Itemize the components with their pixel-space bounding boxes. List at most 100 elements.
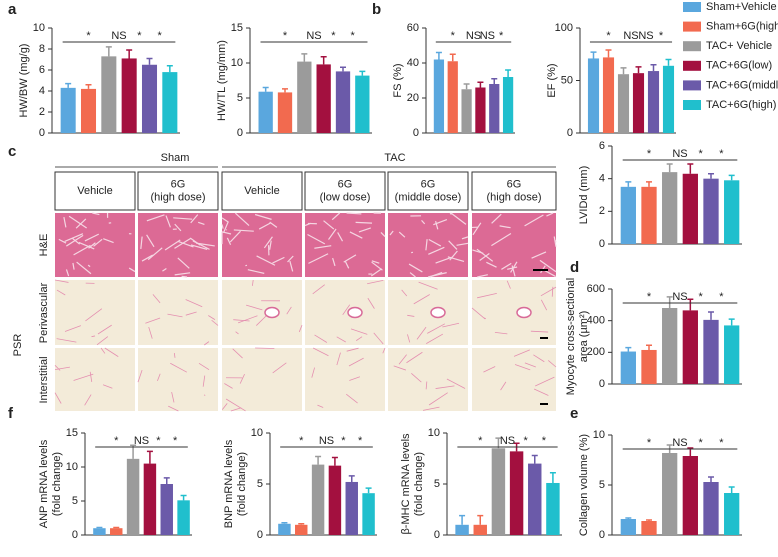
error-bar: [728, 174, 735, 181]
histology-background: [138, 280, 218, 345]
error-bar: [105, 46, 112, 57]
panel-label: e: [570, 405, 578, 422]
tissue-texture: [477, 292, 497, 299]
tissue-texture: [54, 392, 62, 404]
bar: [277, 92, 293, 133]
tissue-texture: [185, 299, 203, 308]
bar: [475, 87, 486, 133]
bar: [355, 75, 370, 133]
y-tick-label: 2: [39, 106, 45, 118]
tissue-texture: [65, 269, 70, 277]
panel-label: f: [8, 405, 14, 422]
tissue-texture: [337, 232, 344, 242]
bar: [632, 73, 645, 133]
tissue-texture: [510, 261, 518, 273]
error-bar: [146, 57, 153, 65]
error-bar: [665, 58, 672, 66]
significance-label: *: [699, 437, 704, 449]
error-bar: [166, 65, 173, 73]
tissue-texture: [389, 230, 394, 236]
tissue-texture: [355, 221, 373, 224]
bar: [121, 58, 137, 134]
histology-image: [304, 212, 386, 277]
error-bar: [666, 163, 673, 173]
tissue-texture: [540, 286, 557, 297]
tissue-texture: [448, 240, 458, 250]
column-header: Vehicle: [77, 185, 112, 197]
bar: [433, 59, 445, 133]
significance-label: *: [156, 435, 161, 447]
tissue-texture: [533, 388, 549, 396]
tissue-texture: [435, 220, 439, 230]
tissue-texture: [146, 234, 155, 248]
y-tick-label: 600: [587, 283, 605, 295]
tissue-texture: [483, 366, 496, 373]
tissue-texture: [198, 362, 210, 371]
tissue-texture: [500, 381, 507, 391]
tissue-texture: [229, 230, 241, 243]
tissue-texture: [72, 262, 75, 270]
tissue-texture: [539, 259, 557, 273]
y-axis-label: FS (%): [392, 63, 404, 97]
tissue-texture: [491, 232, 512, 247]
tissue-texture: [174, 272, 191, 276]
tissue-texture: [416, 326, 427, 340]
bar: [528, 463, 542, 535]
group-label: Sham: [161, 152, 190, 164]
error-bar: [605, 49, 612, 58]
column-header: (middle dose): [395, 191, 462, 203]
histology-background: [305, 213, 385, 277]
tissue-texture: [221, 217, 229, 223]
bar: [160, 484, 173, 535]
bar: [662, 172, 678, 244]
y-tick-label: 0: [599, 529, 605, 541]
tissue-texture: [370, 268, 383, 277]
tissue-texture: [190, 244, 208, 250]
significance-label: NS: [306, 30, 321, 42]
tissue-texture: [382, 347, 386, 354]
tissue-texture: [401, 289, 408, 297]
histology-background: [55, 280, 135, 345]
error-bar: [708, 173, 714, 179]
column-header-box: [137, 171, 219, 211]
tissue-texture: [237, 315, 258, 324]
y-tick-label: 5: [434, 478, 440, 490]
y-tick-label: 0: [599, 378, 605, 390]
y-tick-label: 0: [434, 529, 440, 541]
bar: [682, 310, 698, 384]
column-header: 6G: [338, 178, 353, 190]
tissue-texture: [73, 244, 91, 256]
histology-image: [221, 347, 302, 412]
y-tick-label: 50: [561, 74, 573, 86]
tissue-texture: [346, 393, 358, 404]
tissue-texture: [514, 364, 531, 371]
histology-background: [222, 280, 302, 345]
column-header: (low dose): [320, 191, 371, 203]
tissue-texture: [409, 272, 416, 278]
bar: [80, 88, 97, 133]
tissue-texture: [71, 237, 81, 245]
error-bar: [625, 346, 632, 352]
tissue-texture: [356, 336, 363, 341]
tissue-texture: [165, 215, 171, 228]
tissue-texture: [221, 403, 228, 410]
significance-label: *: [358, 435, 363, 447]
bar: [491, 448, 506, 535]
tissue-texture: [426, 333, 444, 345]
error-bar: [113, 526, 120, 529]
significance-label: *: [606, 30, 611, 42]
tissue-texture: [235, 331, 239, 335]
tissue-texture: [174, 238, 191, 249]
tissue-texture: [428, 392, 448, 406]
significance-label: NS: [638, 30, 653, 42]
tissue-texture: [304, 222, 311, 227]
bar: [662, 65, 675, 133]
histology-background: [222, 348, 302, 411]
tissue-texture: [312, 284, 325, 295]
y-tick-label: 15: [66, 427, 78, 439]
vessel: [516, 306, 532, 319]
significance-label: *: [173, 435, 178, 447]
bar: [662, 453, 678, 535]
y-tick-label: 2: [599, 205, 605, 217]
tissue-texture: [449, 250, 458, 261]
